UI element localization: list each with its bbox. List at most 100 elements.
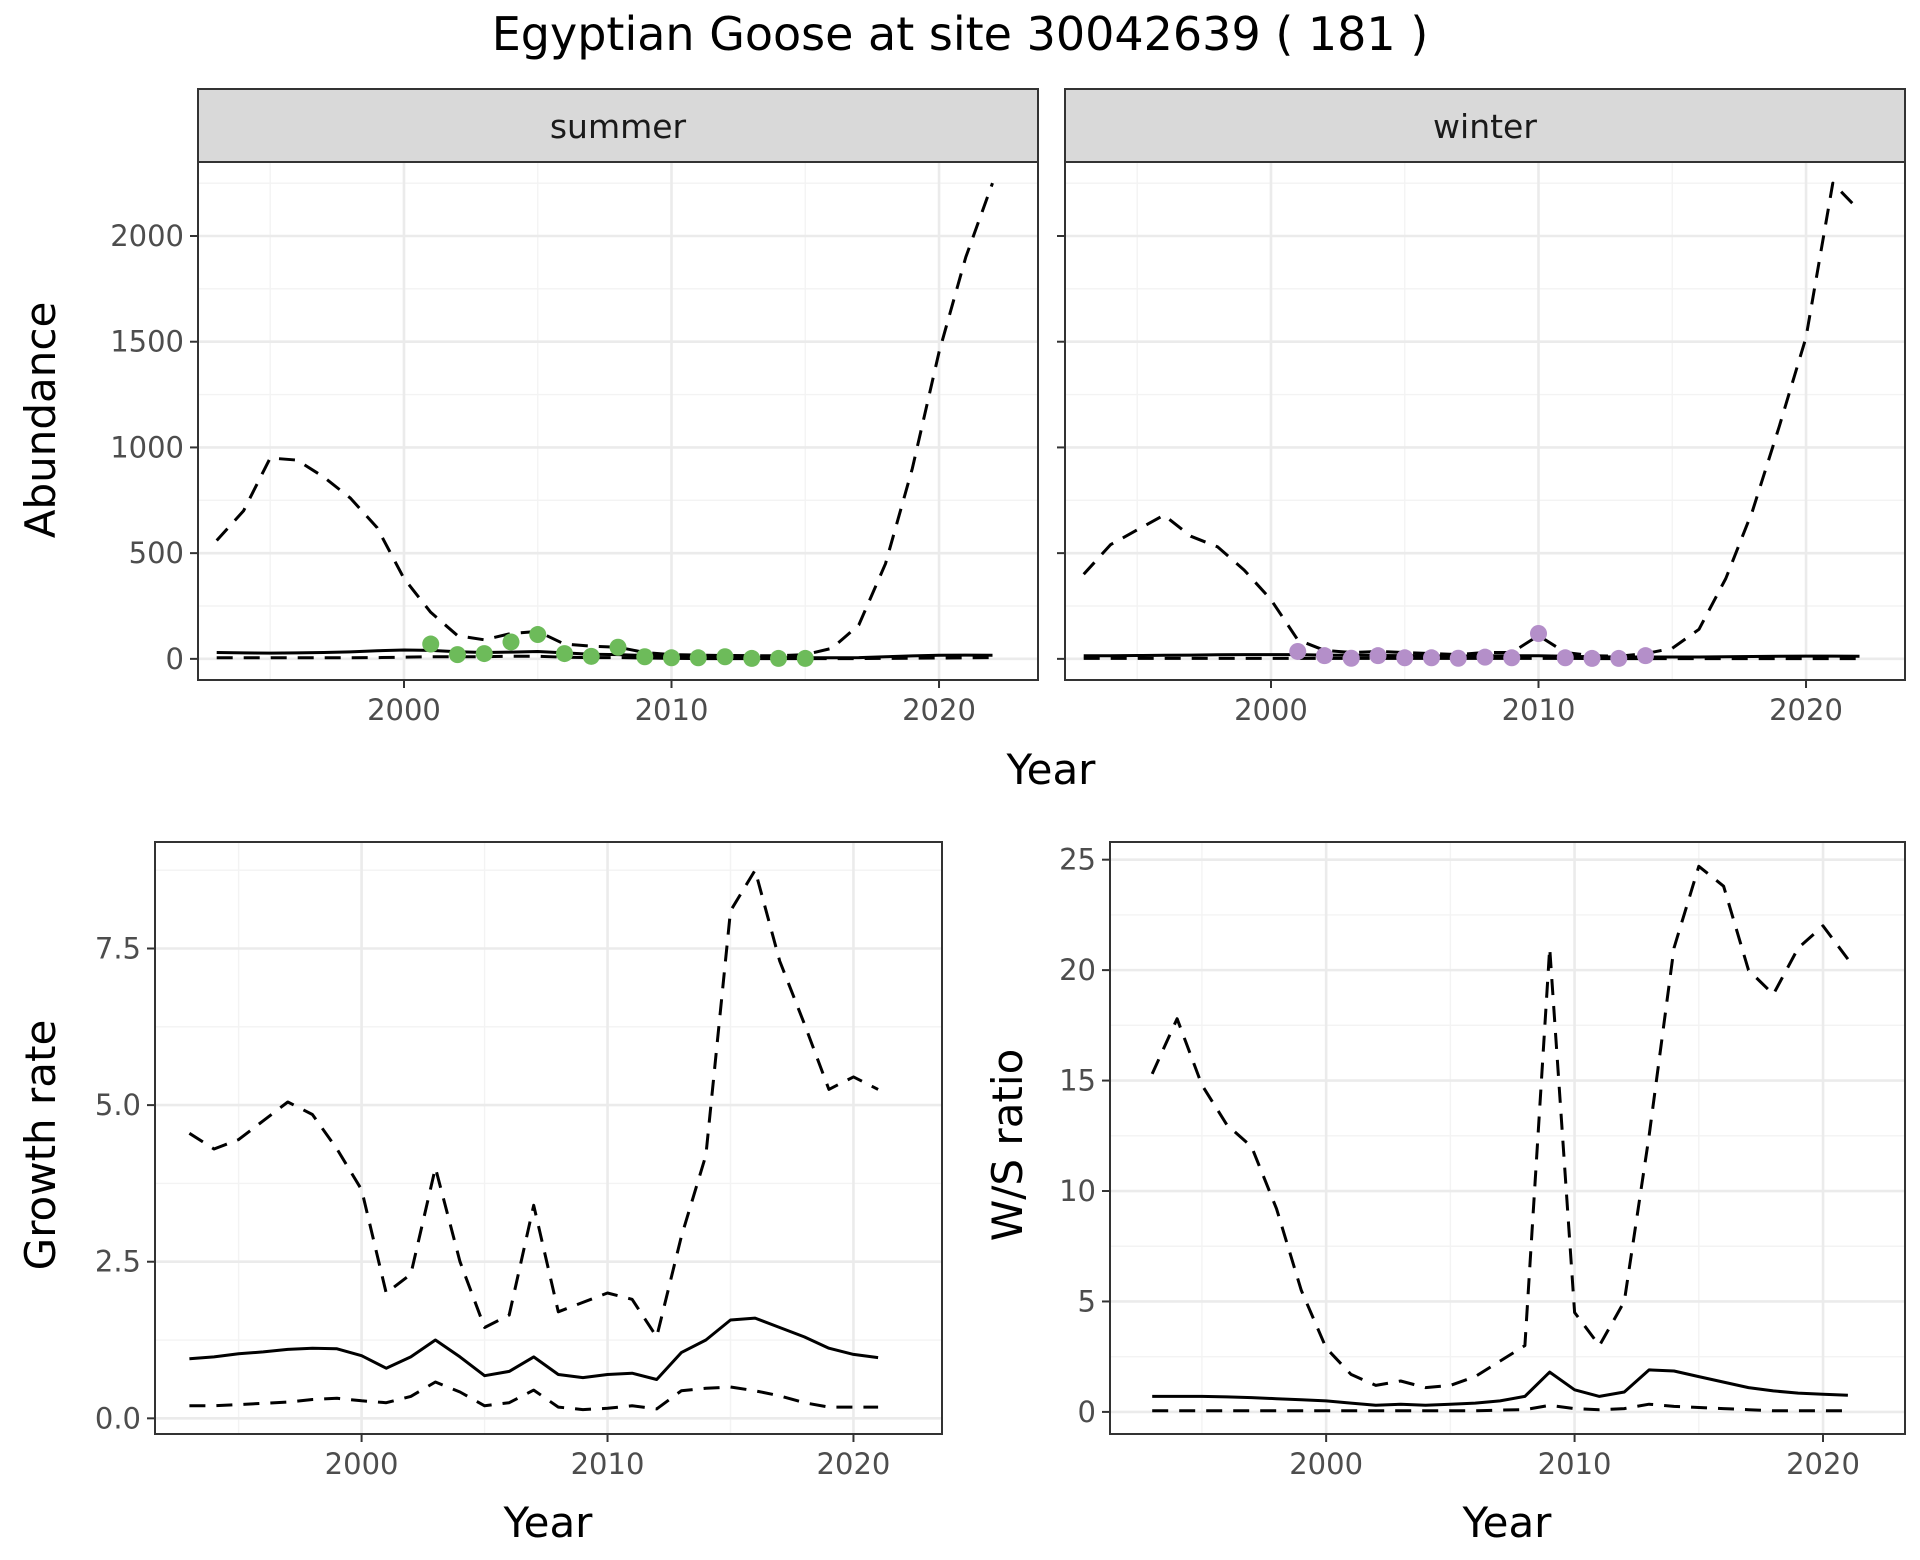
y-tick-label: 2000: [110, 219, 184, 253]
data-point: [1530, 624, 1548, 642]
data-point: [1610, 649, 1628, 667]
y-tick-label: 0: [166, 642, 184, 676]
x-tick-label: 2020: [1786, 1447, 1860, 1481]
summer-abundance-panel: 2000 2010 2020 0 500 1000 1500 2000: [110, 161, 1039, 727]
x-tick-label: 2010: [1538, 1447, 1612, 1481]
series-lines: [215, 182, 994, 661]
top-x-axis-title: Year: [1006, 745, 1097, 794]
data-point: [796, 649, 814, 667]
series-line-upper-bound: [1082, 181, 1861, 658]
data-point: [1369, 647, 1387, 665]
x-tick-label: 2010: [635, 693, 709, 727]
data-point: [770, 649, 788, 667]
facet-strip-summer: summer: [197, 88, 1039, 163]
growth-y-axis-title: Growth rate: [16, 1020, 65, 1271]
data-point: [1315, 647, 1333, 665]
data-point: [1396, 649, 1414, 667]
y-tick-label: 15: [1059, 1064, 1096, 1098]
winter-abundance-panel: 2000 2010 2020: [1057, 161, 1906, 727]
data-point: [529, 626, 547, 644]
series-line-estimate: [216, 648, 993, 660]
data-point: [1476, 648, 1494, 666]
data-point: [609, 638, 627, 656]
data-point: [555, 645, 573, 663]
data-point: [689, 649, 707, 667]
y-axis: 0 500 1000 1500 2000: [110, 219, 198, 676]
strip-background: [1064, 88, 1906, 163]
panel-border: [197, 161, 1039, 681]
x-tick-label: 2000: [367, 693, 441, 727]
x-axis: 2000 2010 2020: [1234, 680, 1843, 727]
series-line-upper-bound: [1150, 864, 1850, 1390]
series-line-lower-bound: [216, 654, 993, 661]
x-tick-label: 2010: [1502, 693, 1576, 727]
x-tick-label: 2010: [571, 1447, 645, 1481]
observed-points: [422, 626, 814, 667]
data-point: [1289, 642, 1307, 660]
series-lines: [188, 868, 879, 1412]
data-point: [582, 647, 600, 665]
x-tick-label: 2000: [325, 1447, 399, 1481]
y-tick-label: 2.5: [95, 1245, 141, 1279]
series-lines: [1150, 864, 1850, 1413]
observed-points: [1289, 624, 1655, 667]
panel-border: [154, 841, 943, 1435]
y-tick-label: 0.0: [95, 1401, 141, 1435]
y-axis: 0.0 2.5 5.0 7.5: [95, 931, 155, 1435]
data-point: [448, 646, 466, 664]
abundance-y-axis-title: Abundance: [16, 302, 65, 539]
y-tick-label: 500: [129, 536, 184, 570]
y-axis: [1057, 235, 1065, 660]
x-axis: 2000 2010 2020: [325, 1434, 891, 1481]
data-point: [1583, 649, 1601, 667]
y-tick-label: 5: [1078, 1284, 1096, 1318]
chart-title: Egyptian Goose at site 30042639 ( 181 ): [492, 7, 1429, 61]
ws-ratio-panel: 2000 2010 2020 0 5 10 15 20 25: [1059, 841, 1906, 1481]
growth-rate-panel: 2000 2010 2020 0.0 2.5 5.0 7.5: [95, 841, 943, 1481]
ws-y-axis-title: W/S ratio: [983, 1049, 1032, 1242]
series-line-lower-bound: [1152, 1402, 1848, 1413]
data-point: [1556, 649, 1574, 667]
strip-label-winter: winter: [1433, 107, 1537, 146]
panel-background: [1110, 842, 1905, 1434]
x-tick-label: 2020: [817, 1447, 891, 1481]
panel-border: [1109, 841, 1906, 1435]
x-tick-label: 2020: [1769, 693, 1843, 727]
panel-background: [1065, 162, 1905, 680]
data-point: [1503, 649, 1521, 667]
strip-background: [197, 88, 1039, 163]
series-line-upper-bound: [188, 868, 879, 1339]
strip-label-summer: summer: [550, 107, 687, 146]
x-tick-label: 2000: [1289, 1447, 1363, 1481]
grid: [155, 842, 942, 1434]
y-tick-label: 7.5: [95, 931, 141, 965]
data-point: [1637, 647, 1655, 665]
series-line-upper-bound: [215, 182, 994, 658]
panel-border: [1064, 161, 1906, 681]
growth-x-axis-title: Year: [503, 1498, 594, 1547]
data-point: [1449, 649, 1467, 667]
data-point: [743, 649, 761, 667]
x-tick-label: 2020: [902, 693, 976, 727]
data-point: [422, 635, 440, 653]
data-point: [1422, 649, 1440, 667]
x-tick-label: 2000: [1234, 693, 1308, 727]
panel-background: [198, 162, 1038, 680]
facet-strip-winter: winter: [1064, 88, 1906, 163]
y-tick-label: 5.0: [95, 1088, 141, 1122]
series-line-estimate: [1083, 653, 1860, 659]
data-point: [716, 648, 734, 666]
x-axis: 2000 2010 2020: [1289, 1434, 1860, 1481]
series-line-lower-bound: [189, 1380, 879, 1412]
data-point: [663, 649, 681, 667]
data-point: [502, 633, 520, 651]
x-axis: 2000 2010 2020: [367, 680, 976, 727]
y-tick-label: 1000: [110, 430, 184, 464]
series-line-estimate: [1152, 1368, 1848, 1407]
panel-background: [155, 842, 942, 1434]
series-lines: [1082, 181, 1861, 661]
data-point: [1342, 649, 1360, 667]
y-tick-label: 0: [1078, 1395, 1096, 1429]
data-point: [636, 648, 654, 666]
